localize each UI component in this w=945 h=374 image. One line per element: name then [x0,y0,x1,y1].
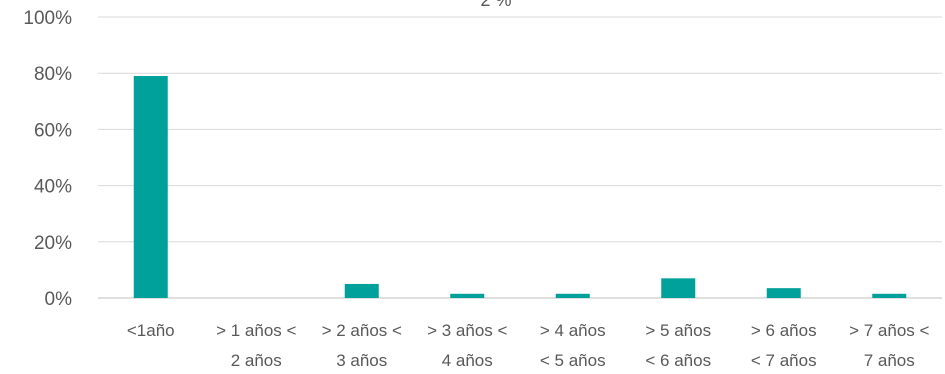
x-tick-label: > 4 años [540,321,606,340]
bar [450,293,485,298]
y-tick-label: 20% [34,233,72,254]
bar [872,293,907,298]
y-tick-label: 40% [34,177,72,198]
x-tick-label: > 2 años < [322,321,402,340]
bar [766,288,801,298]
y-tick-label: 80% [34,64,72,85]
x-tick-label: > 5 años [645,321,711,340]
x-tick-label: > 6 años [751,321,817,340]
x-tick-label: > 1 años < [216,321,296,340]
y-tick-label: 0% [45,289,73,310]
chart-title-fragment: 2 % [480,0,511,10]
y-axis-ticks: 0% 20% 40% 60% 80% 100% [23,8,72,310]
x-axis-labels: <1año > 1 años < 2 años > 2 años < 3 años > 3… [127,321,930,370]
x-tick-label: < 7 años [751,351,817,370]
bar [344,283,379,298]
bar [133,76,168,298]
bars [133,76,907,298]
x-tick-label: < 5 años [540,351,606,370]
bar [661,278,696,298]
x-tick-label: > 7 años < [849,321,929,340]
x-tick-label: 2 años [231,351,282,370]
x-tick-label: < 6 años [645,351,711,370]
y-tick-label: 60% [34,120,72,141]
bar [555,293,590,298]
y-tick-label: 100% [23,8,72,29]
x-tick-label: > 3 años < [427,321,507,340]
x-tick-label: 7 años [864,351,915,370]
x-tick-label: <1año [127,321,175,340]
gridlines [98,16,942,299]
x-tick-label: 4 años [442,351,493,370]
x-tick-label: 3 años [336,351,387,370]
